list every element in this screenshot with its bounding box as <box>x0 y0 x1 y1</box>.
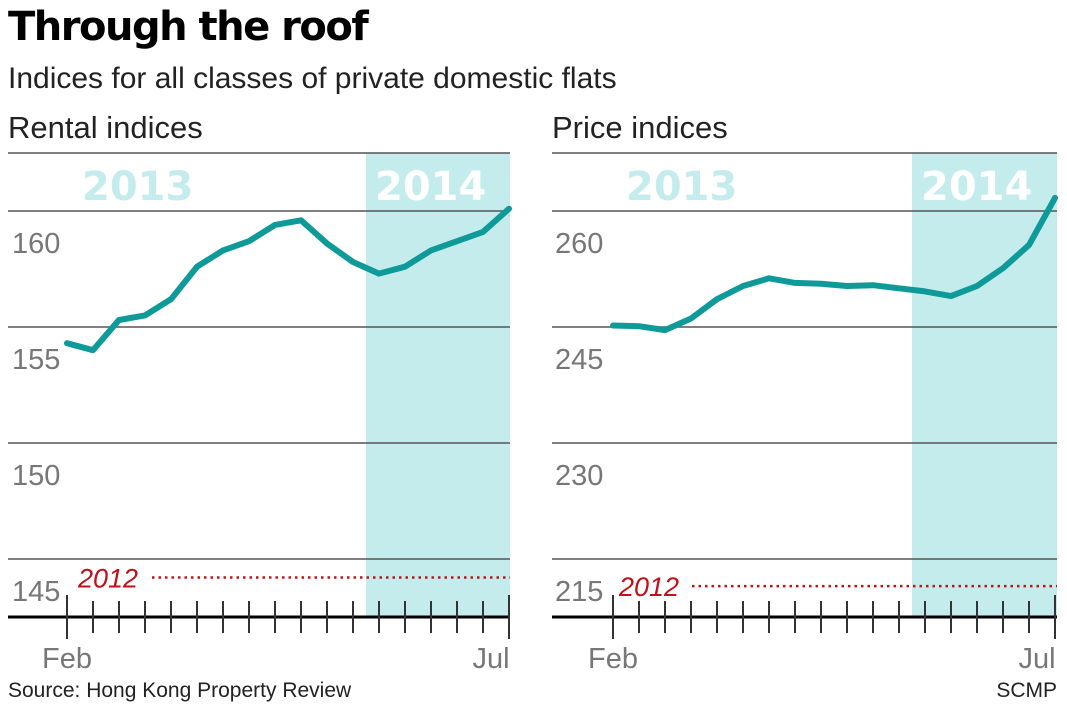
x-tick-label: Jul <box>1018 643 1055 675</box>
data-point <box>688 315 694 321</box>
data-point <box>844 283 850 289</box>
data-point <box>324 240 330 246</box>
data-point <box>64 340 70 346</box>
data-point <box>818 281 824 287</box>
data-point <box>90 347 96 353</box>
y-tick-label: 150 <box>12 460 60 492</box>
year-label-2014: 2014 <box>921 164 1032 210</box>
data-point <box>974 283 980 289</box>
source-note: Source: Hong Kong Property Review <box>8 679 352 702</box>
data-point <box>870 282 876 288</box>
y-tick-label: 230 <box>555 460 603 492</box>
data-point <box>792 280 798 286</box>
data-point <box>298 217 304 223</box>
data-point <box>1026 242 1032 248</box>
data-point <box>714 296 720 302</box>
x-tick-label: Feb <box>42 643 92 675</box>
data-point <box>1052 195 1058 201</box>
rental-panel-title: Rental indices <box>8 110 203 145</box>
year-label-2014: 2014 <box>375 164 486 210</box>
data-point <box>480 229 486 235</box>
data-point <box>142 312 148 318</box>
data-point <box>922 288 928 294</box>
y-tick-label: 155 <box>12 344 60 376</box>
data-point <box>376 271 382 277</box>
highlight-2014-band <box>912 153 1057 617</box>
data-point <box>948 293 954 299</box>
data-point <box>662 327 668 333</box>
data-point <box>506 206 512 212</box>
x-tick-label: Jul <box>472 643 509 675</box>
chart-title: Through the roof <box>8 4 369 50</box>
data-point <box>428 247 434 253</box>
data-point <box>220 247 226 253</box>
y-tick-label: 145 <box>12 576 60 608</box>
price-panel-title: Price indices <box>552 110 728 145</box>
data-point <box>610 322 616 328</box>
year-label-2013: 2013 <box>626 164 737 210</box>
data-point <box>116 317 122 323</box>
y-tick-label: 215 <box>555 576 603 608</box>
data-point <box>454 238 460 244</box>
reference-label-2012: 2012 <box>77 564 138 594</box>
data-point <box>402 264 408 270</box>
y-tick-label: 260 <box>555 228 603 260</box>
year-label-2013: 2013 <box>82 164 193 210</box>
series-line <box>610 194 1058 334</box>
data-point <box>272 222 278 228</box>
data-point <box>740 283 746 289</box>
rental-chart: 2013 2014 145 150 155 160 2012 Feb Jul <box>8 152 512 675</box>
data-point <box>766 275 772 281</box>
price-chart: 2013 2014 215 230 245 260 2012 Feb Jul <box>552 152 1058 675</box>
reference-label-2012: 2012 <box>618 572 679 602</box>
credit-note: SCMP <box>996 679 1057 702</box>
y-tick-label: 160 <box>12 228 60 260</box>
data-point <box>896 285 902 291</box>
y-tick-label: 245 <box>555 344 603 376</box>
highlight-2014-band <box>366 153 510 617</box>
data-point <box>194 264 200 270</box>
data-point <box>168 296 174 302</box>
series-line <box>64 205 512 354</box>
data-point <box>350 259 356 265</box>
x-tick-label: Feb <box>588 643 638 675</box>
data-point <box>246 238 252 244</box>
chart-subtitle: Indices for all classes of private domes… <box>8 62 617 95</box>
data-point <box>1000 265 1006 271</box>
data-point <box>636 323 642 329</box>
